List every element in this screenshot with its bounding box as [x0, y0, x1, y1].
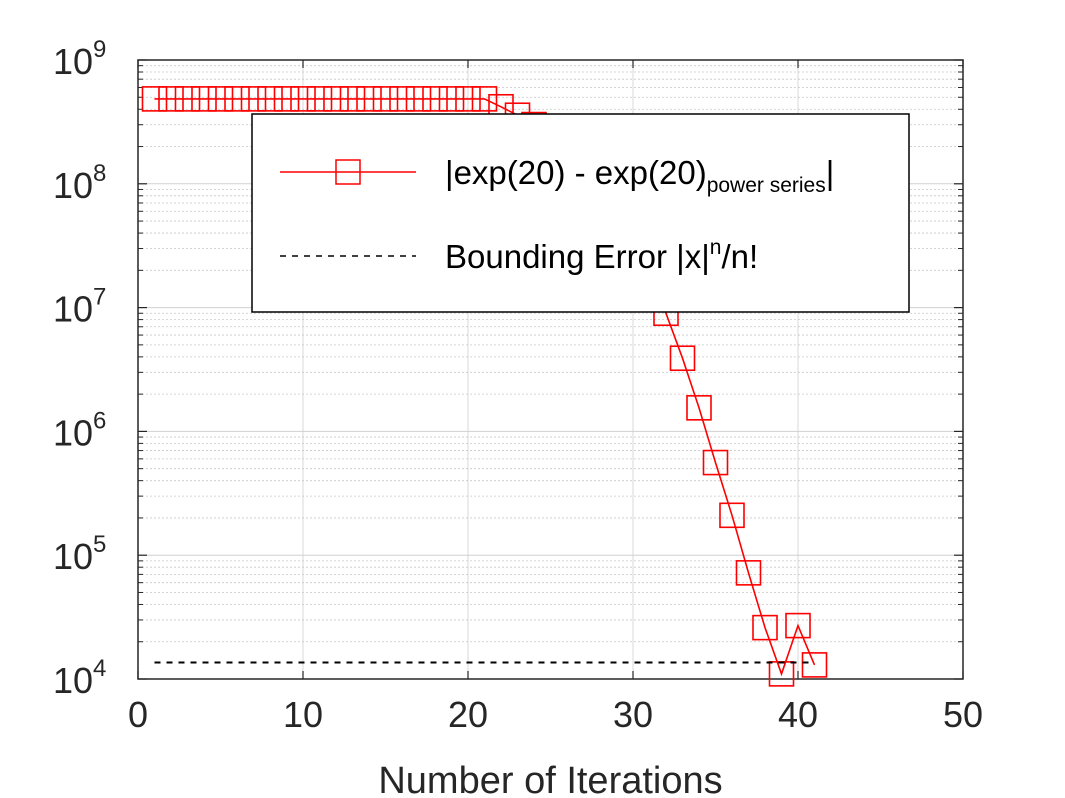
x-tick-label: 30	[613, 694, 653, 735]
y-tick-label: 104	[53, 655, 106, 701]
ticks: 0 10 20 30 40 50 104 105 106 107 108 109	[53, 36, 983, 735]
series-1-point	[257, 86, 283, 112]
x-axis-label: Number of Iterations	[378, 760, 722, 798]
series-1-point	[455, 86, 481, 112]
series-1-point	[339, 86, 366, 112]
legend-label-series-1: |exp(20) - exp(20)power series|	[445, 154, 834, 197]
series-1-point	[273, 86, 300, 112]
y-tick-label: 106	[53, 407, 106, 453]
series-1-point	[290, 86, 316, 112]
series-1-point	[735, 560, 762, 586]
series-1-point	[752, 614, 778, 641]
series-1-point	[801, 652, 828, 678]
series-1-point	[669, 345, 696, 372]
x-tick-label: 50	[943, 694, 983, 735]
series-1-point	[306, 86, 333, 112]
plot-frame	[137, 59, 964, 680]
legend-label-series-1-post: |	[826, 154, 835, 191]
series-1-point	[702, 449, 729, 476]
series-1-point	[389, 86, 415, 112]
series-1-point	[240, 86, 267, 112]
series-1-point	[438, 86, 465, 112]
legend: |exp(20) - exp(20)power series| Bounding…	[251, 113, 910, 313]
series-1-point	[719, 502, 745, 529]
legend-label-series-1-pre: |exp(20) - exp(20)	[445, 154, 707, 191]
series-1-point	[323, 86, 349, 112]
legend-label-series-2: Bounding Error |x|n/n!	[445, 236, 758, 275]
series-1-point	[207, 86, 234, 112]
series-1-line	[154, 98, 816, 677]
y-tick-label: 107	[53, 284, 106, 330]
series-1-point	[686, 395, 712, 421]
y-tick-label: 109	[53, 36, 106, 82]
x-tick-label: 0	[128, 694, 148, 735]
legend-label-series-2-pre: Bounding Error |x|	[445, 238, 710, 275]
legend-label-series-2-post: /n!	[721, 238, 758, 275]
legend-box	[251, 113, 910, 313]
series-1-point	[405, 86, 432, 112]
series-1-point	[158, 86, 184, 112]
series-1-point	[372, 86, 399, 112]
y-tick-label: 105	[53, 531, 106, 577]
x-tick-label: 20	[448, 694, 488, 735]
series-1-point	[471, 86, 498, 112]
series-1-point	[191, 86, 217, 112]
x-tick-label: 10	[283, 694, 323, 735]
series-1-point	[356, 86, 382, 112]
series-1-point	[422, 86, 448, 112]
series-1-point	[785, 612, 811, 639]
legend-label-series-2-sup: n	[710, 236, 722, 259]
series-1-point	[141, 86, 168, 112]
legend-marker-series-1	[335, 159, 361, 185]
legend-label-series-1-sub: power series	[707, 174, 826, 197]
series-1-point	[224, 86, 250, 112]
series-1-point	[174, 86, 201, 112]
x-tick-label: 40	[778, 694, 818, 735]
y-tick-label: 108	[53, 160, 106, 206]
